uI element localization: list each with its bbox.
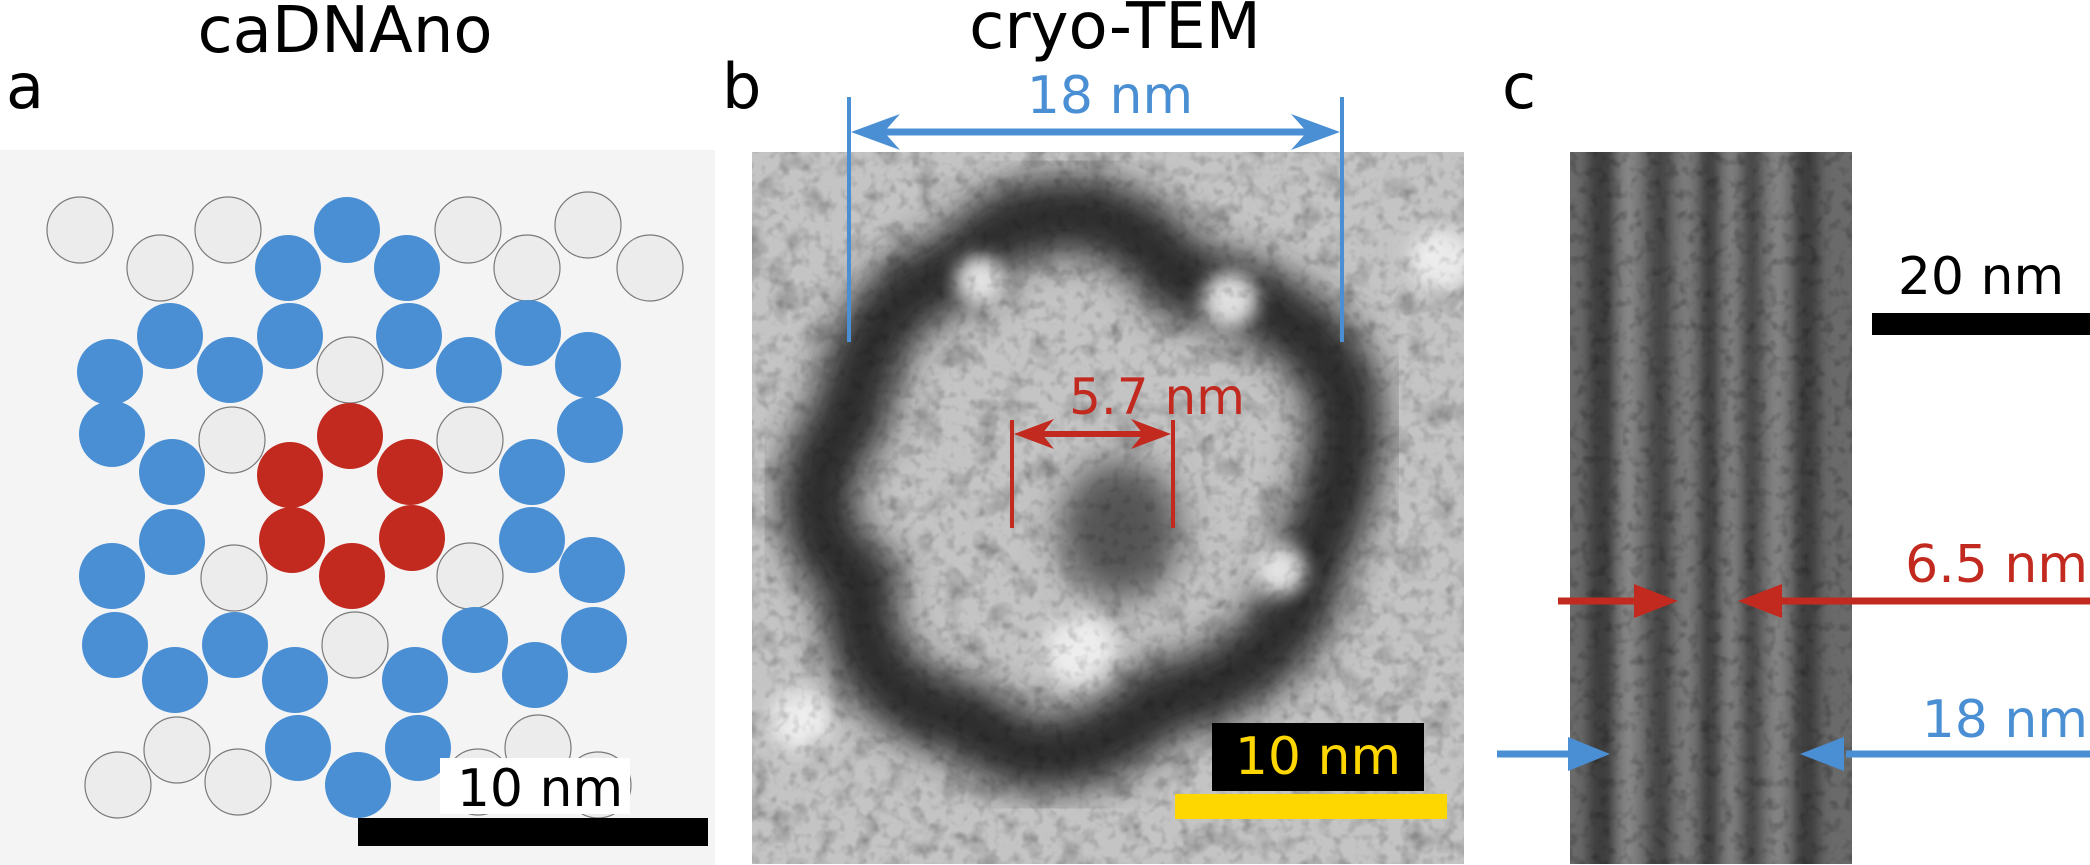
helix-blue: [555, 332, 621, 398]
helix-gray: [84, 751, 152, 819]
helix-red: [259, 507, 325, 573]
panel-b: b cryo-TEM 1: [722, 0, 1464, 864]
helix-red: [319, 543, 385, 609]
helix-blue: [385, 715, 451, 781]
panel-a-scalebar-label: 10 nm: [457, 759, 623, 819]
helix-gray: [200, 544, 268, 612]
panel-a-scalebar-label-bg: [440, 758, 630, 814]
panel-a-letter: a: [6, 50, 44, 123]
helix-blue: [499, 507, 565, 573]
helix-red: [317, 403, 383, 469]
helix-gray: [616, 234, 684, 302]
helix-blue: [557, 397, 623, 463]
helix-gray: [493, 234, 561, 302]
helix-blue: [265, 715, 331, 781]
panel-a-scalebar: [358, 818, 708, 846]
helix-blue: [82, 612, 148, 678]
helix-blue: [79, 543, 145, 609]
panel-c-scalebar: [1872, 313, 2090, 335]
panel-c-letter: c: [1502, 50, 1536, 123]
helix-gray: [321, 611, 389, 679]
helix-blue: [142, 647, 208, 713]
helix-blue: [255, 235, 321, 301]
helix-gray: [434, 196, 502, 264]
helix-blue: [502, 642, 568, 708]
helix-gray: [436, 406, 504, 474]
inner-diameter-indicator: 5.7 nm: [1010, 368, 1245, 528]
panel-b-scalebar-label-bg: [1212, 723, 1424, 791]
helix-gray: [436, 542, 504, 610]
helix-blue: [436, 337, 502, 403]
helix-blue: [374, 235, 440, 301]
panel-a-background: [0, 150, 715, 865]
outer-diameter-indicator: 18 nm: [847, 66, 1344, 342]
helix-blue: [325, 752, 391, 818]
helix-red: [377, 439, 443, 505]
cryo-tem-micrograph: [752, 152, 1464, 864]
helix-blue: [79, 401, 145, 467]
helix-blue: [499, 439, 565, 505]
helix-blue: [77, 339, 143, 405]
helix-blue: [262, 647, 328, 713]
inner-width-indicator: 6.5 nm: [1558, 535, 2090, 618]
helix-gray: [316, 336, 384, 404]
helix-blue: [561, 607, 627, 673]
helix-gray: [554, 191, 622, 259]
outer-width-indicator: 18 nm: [1497, 690, 2090, 771]
helix-blue: [139, 439, 205, 505]
side-view-micrograph: [1570, 152, 1852, 864]
helix-blue: [382, 647, 448, 713]
inner-diameter-label: 5.7 nm: [1069, 368, 1245, 426]
panel-b-title: cryo-TEM: [969, 0, 1261, 64]
panel-c: c 20 nm 6.5 nm: [1497, 50, 2090, 864]
helix-blue: [197, 337, 263, 403]
panel-b-scalebar-label: 10 nm: [1235, 727, 1401, 787]
helix-gray: [46, 196, 114, 264]
helix-blue: [137, 303, 203, 369]
helix-blue: [139, 509, 205, 575]
panel-a-title: caDNAno: [197, 0, 492, 68]
outer-width-label: 18 nm: [1922, 690, 2088, 750]
helix-red: [257, 442, 323, 508]
helix-gray: [143, 716, 211, 784]
helix-gray: [126, 234, 194, 302]
helix-blue: [257, 303, 323, 369]
helix-blue: [495, 300, 561, 366]
helix-blue: [202, 612, 268, 678]
helix-gray: [198, 406, 266, 474]
panel-a: a caDNAno 10 nm: [0, 0, 715, 865]
panel-b-letter: b: [722, 50, 761, 123]
panel-b-scalebar: [1175, 794, 1447, 819]
helix-gray: [204, 748, 272, 816]
panel-c-scalebar-label: 20 nm: [1898, 247, 2064, 307]
helix-blue: [442, 607, 508, 673]
inner-width-label: 6.5 nm: [1905, 535, 2088, 595]
helix-blue: [314, 197, 380, 263]
helix-blue: [559, 537, 625, 603]
helix-red: [379, 505, 445, 571]
helix-blue: [376, 303, 442, 369]
helix-lattice: [46, 191, 684, 819]
outer-diameter-label: 18 nm: [1027, 66, 1193, 126]
helix-gray: [194, 196, 262, 264]
